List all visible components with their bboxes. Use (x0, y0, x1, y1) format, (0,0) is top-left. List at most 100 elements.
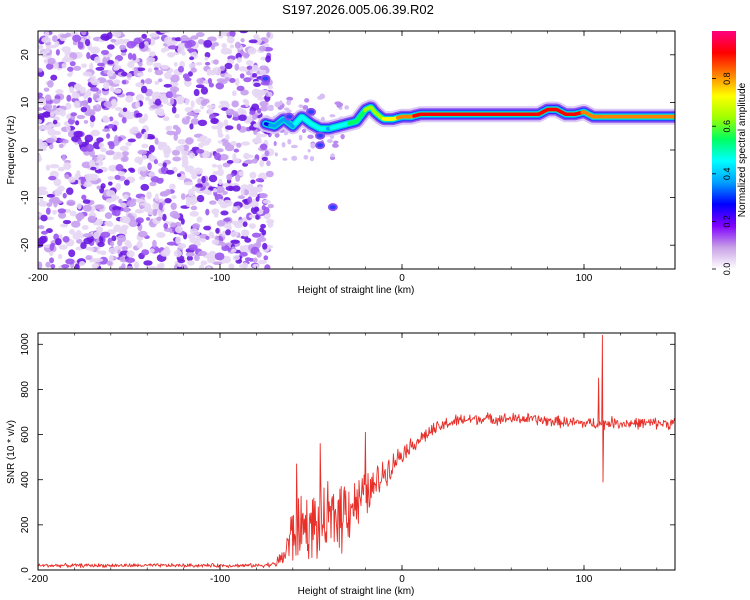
noise-speckle (257, 259, 267, 265)
noise-speckle (194, 254, 200, 262)
noise-speckle (62, 139, 69, 144)
noise-speckle (248, 214, 258, 219)
noise-speckle (38, 92, 43, 98)
noise-speckle (59, 109, 66, 117)
noise-speckle (233, 148, 240, 153)
noise-speckle (225, 134, 230, 141)
noise-speckle (77, 202, 82, 210)
noise-speckle (159, 31, 170, 34)
noise-speckle (304, 98, 310, 103)
noise-speckle (163, 71, 172, 80)
noise-speckle (48, 143, 54, 150)
y-tick-label: 0 (20, 147, 31, 153)
noise-speckle (100, 33, 110, 41)
noise-speckle (195, 183, 203, 188)
y-tick-label: 20 (20, 49, 31, 61)
noise-speckle (117, 171, 126, 176)
noise-speckle (170, 202, 177, 211)
noise-speckle (213, 152, 221, 161)
noise-speckle (65, 258, 75, 265)
noise-speckle (117, 239, 123, 247)
noise-speckle (108, 181, 113, 186)
noise-speckle (175, 145, 185, 151)
noise-speckle (127, 61, 135, 69)
noise-speckle (62, 192, 67, 199)
noise-speckle (226, 222, 232, 230)
noise-speckle (204, 51, 211, 58)
noise-speckle (219, 80, 228, 84)
noise-speckle (45, 207, 51, 215)
noise-speckle (255, 240, 262, 248)
noise-speckle (135, 209, 142, 214)
noise-speckle (223, 217, 231, 222)
noise-speckle (267, 91, 273, 97)
noise-speckle (302, 105, 309, 110)
noise-speckle (252, 257, 258, 263)
noise-speckle (140, 183, 150, 191)
noise-speckle (211, 208, 220, 215)
noise-speckle (236, 142, 242, 148)
noise-speckle (259, 159, 265, 168)
noise-speckle (119, 145, 129, 152)
noise-speckle (107, 59, 114, 65)
noise-speckle (174, 226, 183, 234)
noise-speckle (136, 72, 144, 77)
noise-speckle (121, 79, 127, 85)
noise-speckle (195, 32, 205, 38)
noise-speckle (87, 97, 92, 104)
noise-speckle (218, 178, 223, 186)
noise-speckle (183, 79, 192, 87)
noise-speckle (185, 252, 195, 257)
noise-speckle (206, 266, 212, 269)
noise-speckle (129, 111, 135, 116)
y-tick-label: 10 (20, 96, 31, 108)
noise-speckle (75, 213, 85, 221)
noise-speckle (42, 124, 52, 131)
noise-speckle (166, 130, 176, 136)
snr-series-line (38, 334, 675, 569)
noise-speckle (163, 83, 173, 88)
noise-speckle (172, 156, 181, 162)
noise-speckle (77, 139, 83, 145)
noise-speckle (259, 227, 264, 233)
noise-speckle (215, 227, 220, 234)
noise-speckle (96, 137, 104, 143)
noise-speckle (90, 129, 101, 137)
noise-speckle (329, 114, 336, 118)
noise-speckle (62, 235, 70, 243)
noise-speckle (231, 100, 239, 108)
snr-x-label: Height of straight line (km) (298, 586, 415, 597)
noise-speckle (344, 105, 349, 110)
noise-speckle (291, 155, 298, 161)
noise-speckle (224, 77, 230, 82)
noise-speckle (39, 196, 44, 203)
noise-speckle (226, 35, 235, 44)
noise-speckle (89, 115, 96, 123)
noise-speckle (65, 187, 74, 195)
noise-speckle (138, 61, 143, 67)
noise-speckle (156, 263, 164, 269)
noise-speckle (97, 178, 102, 183)
colorbar-label: Normalized spectral amplitude (737, 82, 748, 217)
noise-speckle (49, 111, 55, 117)
noise-speckle (40, 214, 48, 222)
noise-speckle (83, 119, 89, 124)
noise-speckle (38, 98, 47, 106)
noise-speckle (73, 100, 81, 109)
noise-speckle (61, 46, 71, 53)
noise-speckle (165, 91, 174, 99)
noise-speckle (45, 63, 54, 70)
noise-speckle (307, 149, 311, 153)
noise-speckle (259, 100, 269, 107)
noise-speckle (217, 164, 223, 170)
noise-speckle (206, 104, 216, 109)
snr-y-ticks: 0 200 400 600 800 1000 (20, 333, 675, 573)
noise-speckle (229, 77, 236, 83)
noise-speckle (209, 200, 217, 205)
noise-speckle (79, 233, 85, 239)
noise-speckle (69, 60, 76, 67)
noise-speckle (266, 31, 271, 38)
noise-speckle (45, 261, 51, 268)
noise-speckle (239, 251, 248, 257)
noise-speckle (64, 174, 70, 179)
